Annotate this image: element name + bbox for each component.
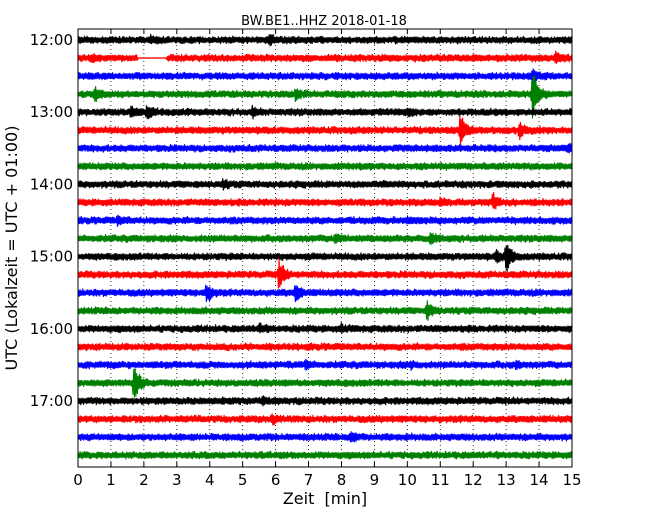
seismic-trace: [77, 322, 573, 334]
seismic-trace: [77, 232, 573, 246]
seismic-trace: [77, 75, 573, 119]
seismic-trace: [77, 258, 573, 289]
seismic-trace: [77, 50, 573, 65]
x-tick-label: 5: [238, 471, 248, 489]
x-tick-label: 7: [304, 471, 314, 489]
seismic-trace: [77, 431, 573, 443]
x-tick-label: 14: [530, 471, 549, 489]
x-tick-label: 11: [431, 471, 450, 489]
seismic-trace: [77, 342, 573, 352]
seismic-trace: [77, 395, 573, 407]
x-tick-label: 4: [205, 471, 215, 489]
x-tick-label: 0: [73, 471, 83, 489]
y-tick-label: 15:00: [30, 248, 73, 266]
seismic-trace: [77, 161, 573, 171]
y-tick-label: 16:00: [30, 320, 73, 338]
seismic-trace: [77, 450, 573, 460]
plot-frame: [77, 28, 573, 468]
x-tick-label: 10: [398, 471, 417, 489]
x-tick-label: 3: [172, 471, 182, 489]
seismic-trace: [77, 413, 573, 426]
trace-group: [77, 33, 573, 460]
y-tick-label: 14:00: [30, 175, 73, 193]
x-axis-label: Zeit [min]: [283, 489, 367, 508]
x-tick-label: 13: [497, 471, 516, 489]
seismic-trace: [77, 300, 573, 321]
seismic-trace: [77, 214, 573, 227]
seismic-trace: [77, 178, 573, 191]
x-tick-label: 2: [139, 471, 149, 489]
x-tick-label: 12: [464, 471, 483, 489]
y-tick-label: 17:00: [30, 392, 73, 410]
seismic-trace: [77, 358, 573, 371]
y-axis: 12:00 13:00 14:00 15:00 16:00 17:00: [30, 31, 572, 410]
y-axis-label: UTC (Lokalzeit = UTC + 01:00): [2, 126, 21, 371]
y-tick-label: 13:00: [30, 103, 73, 121]
x-tick-label: 8: [337, 471, 347, 489]
seismic-trace: [77, 368, 573, 398]
seismic-trace: [77, 33, 573, 47]
seismic-trace: [77, 68, 573, 84]
seismic-trace: [77, 284, 573, 303]
x-tick-label: 1: [106, 471, 116, 489]
seismic-trace: [77, 191, 573, 210]
x-tick-label: 9: [370, 471, 380, 489]
y-tick-label: 12:00: [30, 31, 73, 49]
x-tick-label: 6: [271, 471, 281, 489]
seismic-trace: [77, 142, 573, 154]
seismic-trace: [77, 104, 573, 120]
chart-title: BW.BE1..HHZ 2018-01-18: [241, 14, 407, 29]
x-axis: 0 1 2 3 4 5 6 7 8 9 10 11 12 13 14 15: [73, 29, 582, 489]
seismic-trace: [77, 115, 573, 146]
x-tick-label: 15: [562, 471, 581, 489]
seismic-trace: [77, 244, 573, 273]
